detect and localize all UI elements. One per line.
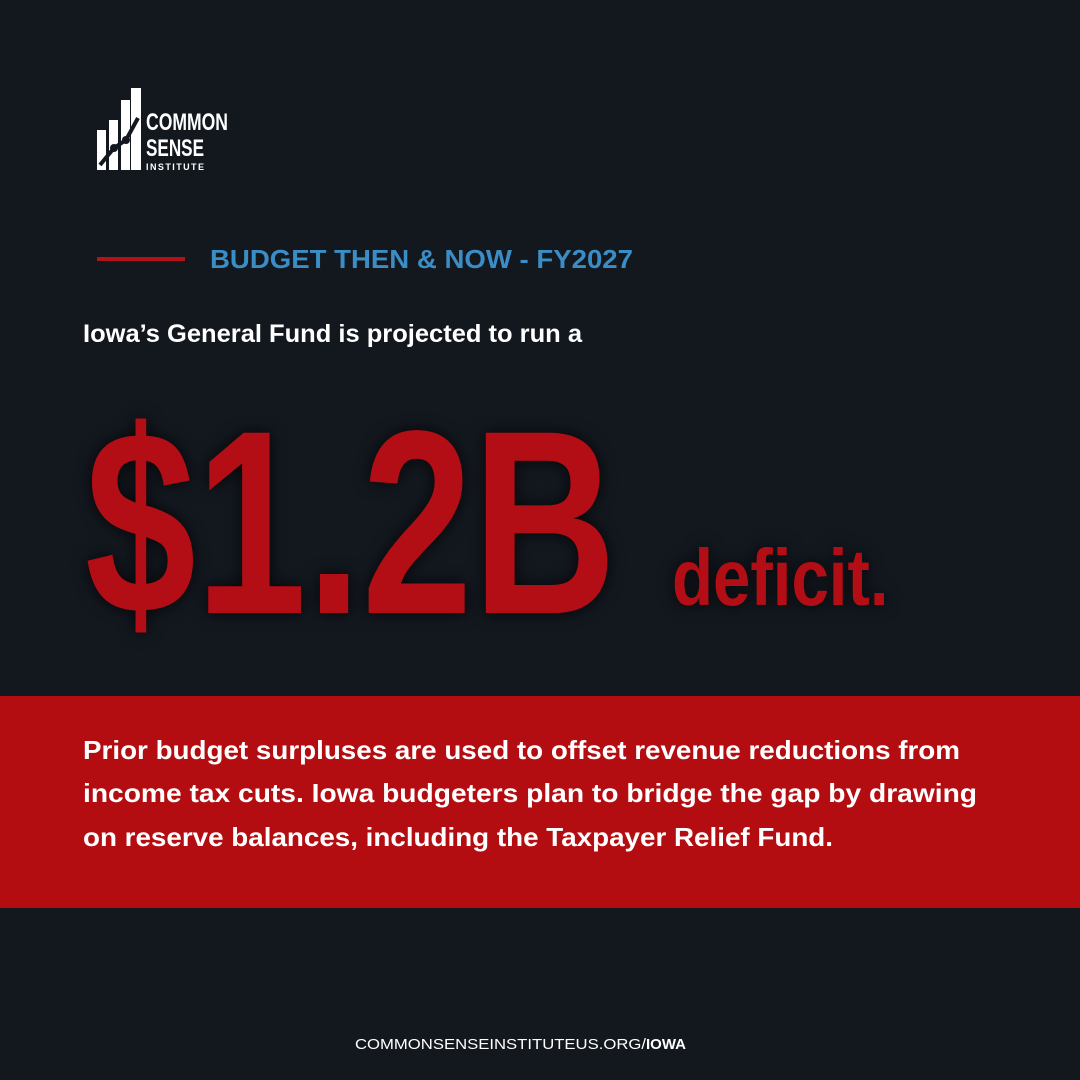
kicker: BUDGET THEN & NOW - FY2027 bbox=[210, 244, 633, 274]
kicker-rule bbox=[97, 257, 185, 261]
body-line: income tax cuts. Iowa budgeters plan to … bbox=[83, 778, 977, 808]
headline-word: deficit. bbox=[672, 532, 889, 622]
logo-icon bbox=[97, 88, 141, 170]
headline-amount: $1.2B bbox=[85, 377, 616, 670]
footer-site: COMMONSENSEINSTITUTEUS.ORG/ bbox=[355, 1036, 647, 1053]
footer: COMMONSENSEINSTITUTEUS.ORG/IOWA bbox=[355, 1036, 686, 1053]
headline: $1.2B deficit. bbox=[85, 377, 889, 670]
footer-section: IOWA bbox=[646, 1036, 686, 1053]
lead: Iowa’s General Fund is projected to run … bbox=[83, 320, 583, 348]
body-band bbox=[0, 696, 1080, 908]
logo-text: COMMON bbox=[146, 109, 228, 136]
body-line: on reserve balances, including the Taxpa… bbox=[83, 822, 833, 852]
logo-text: SENSE bbox=[146, 135, 204, 162]
body-line: Prior budget surpluses are used to offse… bbox=[83, 735, 960, 765]
